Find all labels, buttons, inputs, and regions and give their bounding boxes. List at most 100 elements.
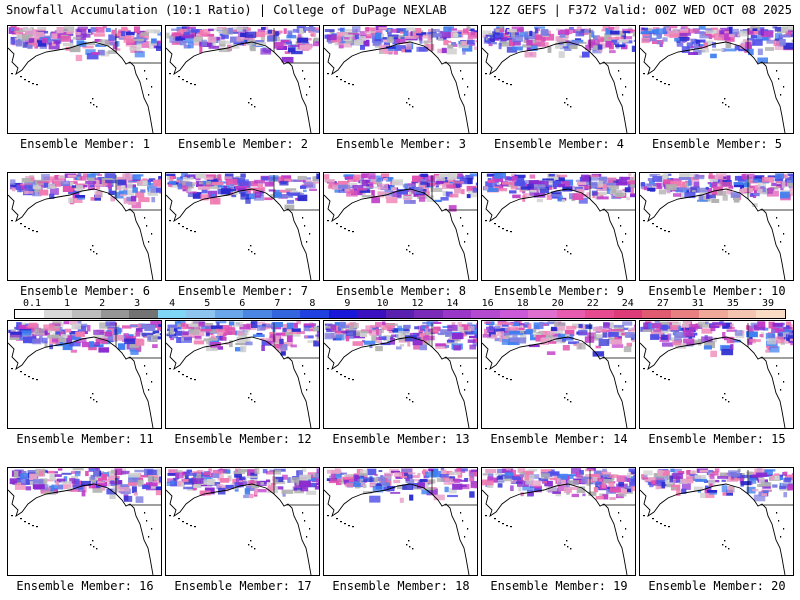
coastline [166,483,312,575]
snowfall-field [640,173,793,207]
snowfall-field [324,321,477,352]
colorbar-tick-label: 24 [621,298,634,309]
ensemble-member-map-9 [481,172,636,281]
aleutian-islands [485,515,512,528]
border-lines [431,323,477,359]
hawaiian-islands [248,393,256,403]
lake-marker [460,70,462,72]
ensemble-member-map-8 [323,172,478,281]
lake-marker [622,389,624,391]
colorbar-swatch [585,310,614,318]
snowfall-field [640,321,793,358]
border-lines [589,470,635,506]
colorbar-tick-label: 39 [761,298,775,309]
ensemble-member-map-11 [7,320,162,429]
ensemble-member-label: Ensemble Member: 13 [332,432,470,446]
snowfall-map [166,173,319,280]
border-lines [273,323,319,359]
border-lines [747,175,793,211]
snowfall-map [324,468,477,575]
colorbar-tick-label: 4 [169,298,176,309]
coastline [8,41,154,133]
ensemble-member-map-2 [165,25,320,134]
snowfall-field [640,26,793,64]
ensemble-member-map-20 [639,467,794,576]
ensemble-member-map-13 [323,320,478,429]
lake-marker [302,512,304,514]
colorbar-tick-label: 6 [239,298,246,309]
hawaiian-islands [722,98,730,108]
aleutian-islands [485,368,512,381]
ensemble-member-label: Ensemble Member: 14 [490,432,628,446]
lake-marker [309,381,311,383]
ensemble-member-label: Ensemble Member: 16 [16,579,154,593]
snowfall-colorbar: 0.1 1 2 3 4 5 6 7 8 9 10 12 14 16 18 20 22 24 27 31 35 39 [14,298,786,319]
lake-marker [620,225,622,227]
hawaiian-islands [564,393,572,403]
lake-marker [464,536,466,538]
coastline [166,41,312,133]
snowfall-field [8,26,161,62]
lake-marker [464,389,466,391]
hawaiian-islands [722,393,730,403]
snowfall-field [166,26,319,63]
colorbar-tick-label: 7 [274,298,281,309]
ensemble-member-map-7 [165,172,320,281]
lake-marker [460,217,462,219]
coastline [640,41,786,133]
colorbar-ticks: 0.1 1 2 3 4 5 6 7 8 9 10 12 14 16 18 20 22 24 27 31 35 39 [14,298,786,309]
lake-marker [620,520,622,522]
hawaiian-islands [90,98,98,108]
ensemble-member-label: Ensemble Member: 19 [490,579,628,593]
lake-marker [151,381,153,383]
snowfall-field [166,321,319,356]
snowfall-map [482,173,635,280]
colorbar-swatch [499,310,529,318]
snowfall-map [482,468,635,575]
lake-marker [144,512,146,514]
snowfall-field [9,468,161,503]
colorbar-swatch [157,310,187,318]
lake-marker [304,520,306,522]
lake-marker [778,78,780,80]
snowfall-field [10,173,161,209]
coastline [482,188,628,280]
coastline [8,483,154,575]
ensemble-member-map-12 [165,320,320,429]
lake-marker [620,373,622,375]
lake-marker [618,70,620,72]
colorbar-tick-label: 8 [309,298,316,309]
snowfall-field [324,26,477,55]
snowfall-field [324,173,477,212]
lake-marker [618,217,620,219]
lake-marker [148,389,150,391]
lake-marker [302,365,304,367]
colorbar-swatch [357,310,386,318]
lake-marker [776,70,778,72]
snowfall-field [166,173,319,210]
colorbar-swatch [613,310,643,318]
lake-marker [306,241,308,243]
lake-marker [780,94,782,96]
colorbar-tick-label: 12 [411,298,424,309]
hawaiian-islands [564,245,572,255]
coastline [324,483,470,575]
ensemble-member-map-16 [7,467,162,576]
lake-marker [622,94,624,96]
aleutian-islands [11,515,38,528]
colorbar-tick-label: 18 [516,298,529,309]
lake-marker [144,217,146,219]
coastline [482,336,628,428]
aleutian-islands [11,368,38,381]
hawaiian-islands [406,540,414,550]
lake-marker [146,520,148,522]
colorbar-swatch [186,310,215,318]
lake-marker [304,373,306,375]
border-lines [273,175,319,211]
colorbar-tick-label: 31 [691,298,704,309]
lake-marker [783,381,785,383]
ensemble-member-map-6 [7,172,162,281]
border-lines [747,470,793,506]
lake-marker [625,233,627,235]
ensemble-member-label: Ensemble Member: 8 [335,284,467,298]
